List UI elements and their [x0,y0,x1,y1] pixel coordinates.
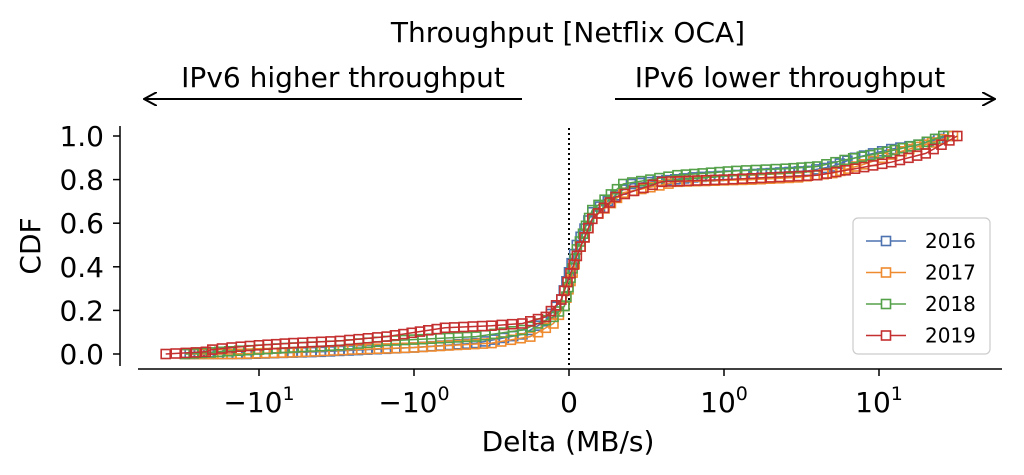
series-marker-2019 [200,346,212,358]
series-marker-2019 [190,347,202,358]
y-tick-label: 0.8 [59,164,104,197]
legend-label-2017: 2017 [925,261,976,285]
series-marker-2019 [592,208,604,219]
series-marker-2019 [486,320,497,332]
x-tick-label: 100 [700,383,748,419]
y-tick-label: 0.0 [59,338,104,371]
series-marker-2018 [780,163,792,174]
series-marker-2019 [604,197,616,208]
plot-area [160,128,963,366]
y-tick-label: 0.4 [59,251,104,284]
x-axis-label: Delta (MB/s) [482,425,655,458]
series-marker-2018 [553,306,565,317]
legend-marker-2016 [880,235,892,247]
series-marker-2019 [598,202,610,214]
series-marker-2019 [170,348,181,359]
series-marker-2018 [517,324,528,336]
series-marker-2018 [524,321,536,333]
series-marker-2018 [889,144,901,156]
y-ticks: 0.0 0.2 0.4 0.6 0.8 1.0 [59,120,120,371]
series-marker-2019 [496,319,508,331]
legend: 2016 2017 2018 2019 [852,217,991,355]
legend-label-2019: 2019 [925,324,976,348]
series-marker-2017 [850,161,862,172]
legend-box [852,217,991,355]
series-marker-2018 [580,220,592,232]
series-marker-2019 [586,213,598,225]
right-annotation: IPv6 lower throughput [635,61,945,94]
legend-marker-2019 [880,330,892,341]
series-marker-2018 [905,141,917,152]
legend-label-2018: 2018 [925,292,976,316]
series-marker-2019 [951,130,963,142]
series-marker-2019 [180,347,192,359]
series-marker-2019 [160,348,171,360]
left-annotation: IPv6 higher throughput [181,61,505,94]
y-tick-label: 0.6 [59,207,104,240]
series-marker-2019 [524,315,536,327]
series-marker-2018 [881,146,893,157]
x-tick-label: 101 [855,383,903,419]
legend-label-2016: 2016 [925,229,976,253]
series-marker-2017 [548,318,559,329]
x-tick-label: 0 [560,386,578,419]
x-ticks: −101 −100 0 100 101 [223,369,903,419]
series-marker-2019 [517,318,528,329]
y-axis-label: CDF [14,217,47,274]
series-marker-2018 [214,346,225,358]
series-marker-2018 [577,228,589,239]
x-tick-label: −100 [378,383,449,419]
legend-marker-2017 [880,267,892,278]
series-2019 [160,130,963,360]
y-tick-label: 0.2 [59,294,104,327]
x-tick-label: −101 [223,383,294,419]
legend-marker-2018 [880,298,892,310]
series-marker-2018 [548,311,559,323]
series-marker-2019 [506,318,518,330]
series-marker-2019 [532,313,544,325]
chart-title: Throughput [Netflix OCA] [390,16,745,49]
series-marker-2018 [897,142,909,154]
y-tick-label: 1.0 [59,120,104,153]
series-marker-2018 [873,148,885,159]
